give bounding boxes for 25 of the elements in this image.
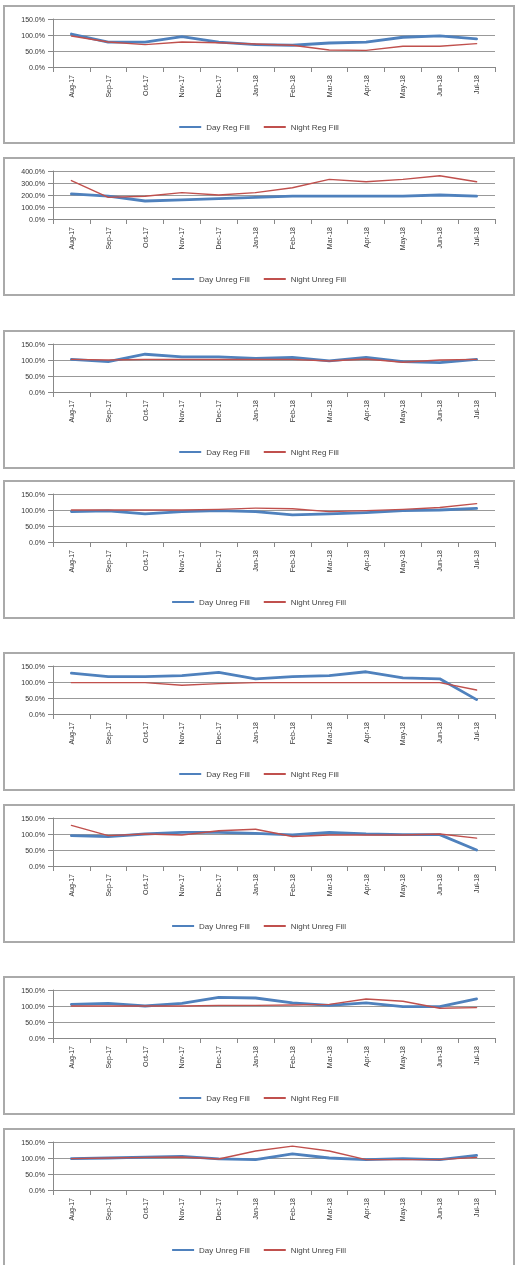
legend-label: Day Reg Fill — [206, 447, 250, 457]
line-series — [70, 502, 478, 513]
legend-label: Day Reg Fill — [206, 1093, 250, 1103]
legend-label: Night Unreg Fill — [290, 597, 347, 607]
legend-label: Day Unreg Fill — [199, 921, 250, 931]
legend-label: Night Unreg Fill — [290, 274, 347, 284]
legend-label: Day Unreg Fill — [199, 597, 250, 607]
line-series — [70, 824, 478, 839]
legend-label: Day Reg Fill — [206, 122, 250, 132]
legend-label: Night Reg Fill — [290, 122, 340, 132]
legend-label: Night Reg Fill — [290, 769, 340, 779]
line-series — [70, 1145, 478, 1161]
legend-label: Night Unreg Fill — [290, 1245, 347, 1255]
line-series — [70, 175, 478, 199]
legend-label: Day Reg Fill — [206, 769, 250, 779]
legend-label: Day Unreg Fill — [199, 274, 250, 284]
line-series — [70, 681, 478, 691]
line-series — [70, 507, 478, 517]
legend-label: Night Reg Fill — [290, 1093, 340, 1103]
line-series — [70, 670, 478, 701]
line-series — [70, 35, 478, 52]
legend-label: Day Unreg Fill — [199, 1245, 250, 1255]
line-series — [70, 192, 478, 203]
legend-label: Night Unreg Fill — [290, 921, 347, 931]
legend-label: Night Reg Fill — [290, 447, 340, 457]
